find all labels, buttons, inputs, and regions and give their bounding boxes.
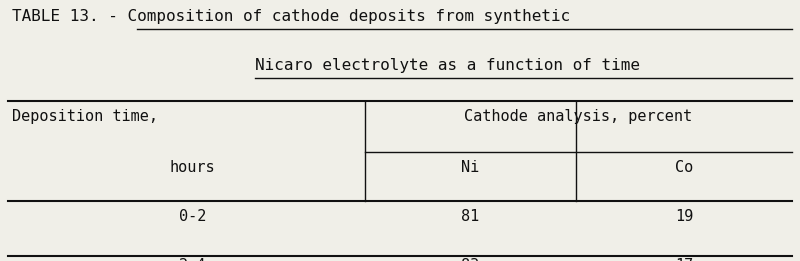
Text: Ni: Ni [462,160,480,175]
Text: hours: hours [170,160,215,175]
Text: Deposition time,: Deposition time, [12,109,158,124]
Text: 17: 17 [675,258,694,261]
Text: Co: Co [675,160,694,175]
Text: 2-4: 2-4 [178,258,206,261]
Text: Cathode analysis, percent: Cathode analysis, percent [464,109,693,124]
Text: Nicaro electrolyte as a function of time: Nicaro electrolyte as a function of time [255,58,640,73]
Text: TABLE 13. - Composition of cathode deposits from synthetic: TABLE 13. - Composition of cathode depos… [12,9,570,24]
Text: 0-2: 0-2 [178,209,206,223]
Text: 83: 83 [462,258,480,261]
Text: 81: 81 [462,209,480,223]
Text: 19: 19 [675,209,694,223]
